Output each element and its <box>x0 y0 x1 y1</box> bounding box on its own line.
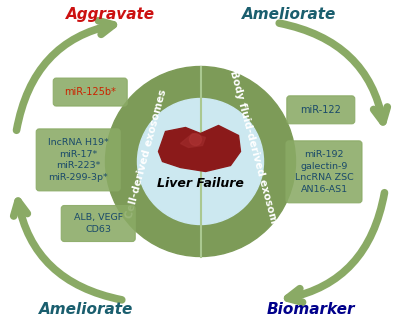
Text: miR-122: miR-122 <box>300 105 341 115</box>
Circle shape <box>190 133 201 145</box>
FancyBboxPatch shape <box>36 129 120 191</box>
Text: Body fluid-derived exosomes: Body fluid-derived exosomes <box>228 69 282 237</box>
Circle shape <box>105 67 296 256</box>
Text: ALB, VEGF
CD63: ALB, VEGF CD63 <box>74 213 123 234</box>
Text: Aggravate: Aggravate <box>66 7 155 22</box>
FancyBboxPatch shape <box>287 96 355 124</box>
Text: lncRNA H19*
miR-17*
miR-223*
miR-299-3p*: lncRNA H19* miR-17* miR-223* miR-299-3p* <box>48 138 109 182</box>
Text: Liver Failure: Liver Failure <box>157 177 244 190</box>
Text: Biomarker: Biomarker <box>267 302 355 317</box>
Text: miR-192
galectin-9
LncRNA ZSC
AN16-AS1: miR-192 galectin-9 LncRNA ZSC AN16-AS1 <box>295 150 353 193</box>
FancyBboxPatch shape <box>286 141 362 203</box>
Text: Ameliorate: Ameliorate <box>241 7 336 22</box>
Text: miR-125b*: miR-125b* <box>64 87 116 97</box>
FancyBboxPatch shape <box>53 78 127 106</box>
Polygon shape <box>158 126 241 172</box>
Text: Cell-derived exosomes: Cell-derived exosomes <box>124 88 168 219</box>
FancyBboxPatch shape <box>61 205 135 242</box>
Polygon shape <box>180 133 205 148</box>
Circle shape <box>138 99 263 224</box>
Text: Ameliorate: Ameliorate <box>39 302 134 317</box>
